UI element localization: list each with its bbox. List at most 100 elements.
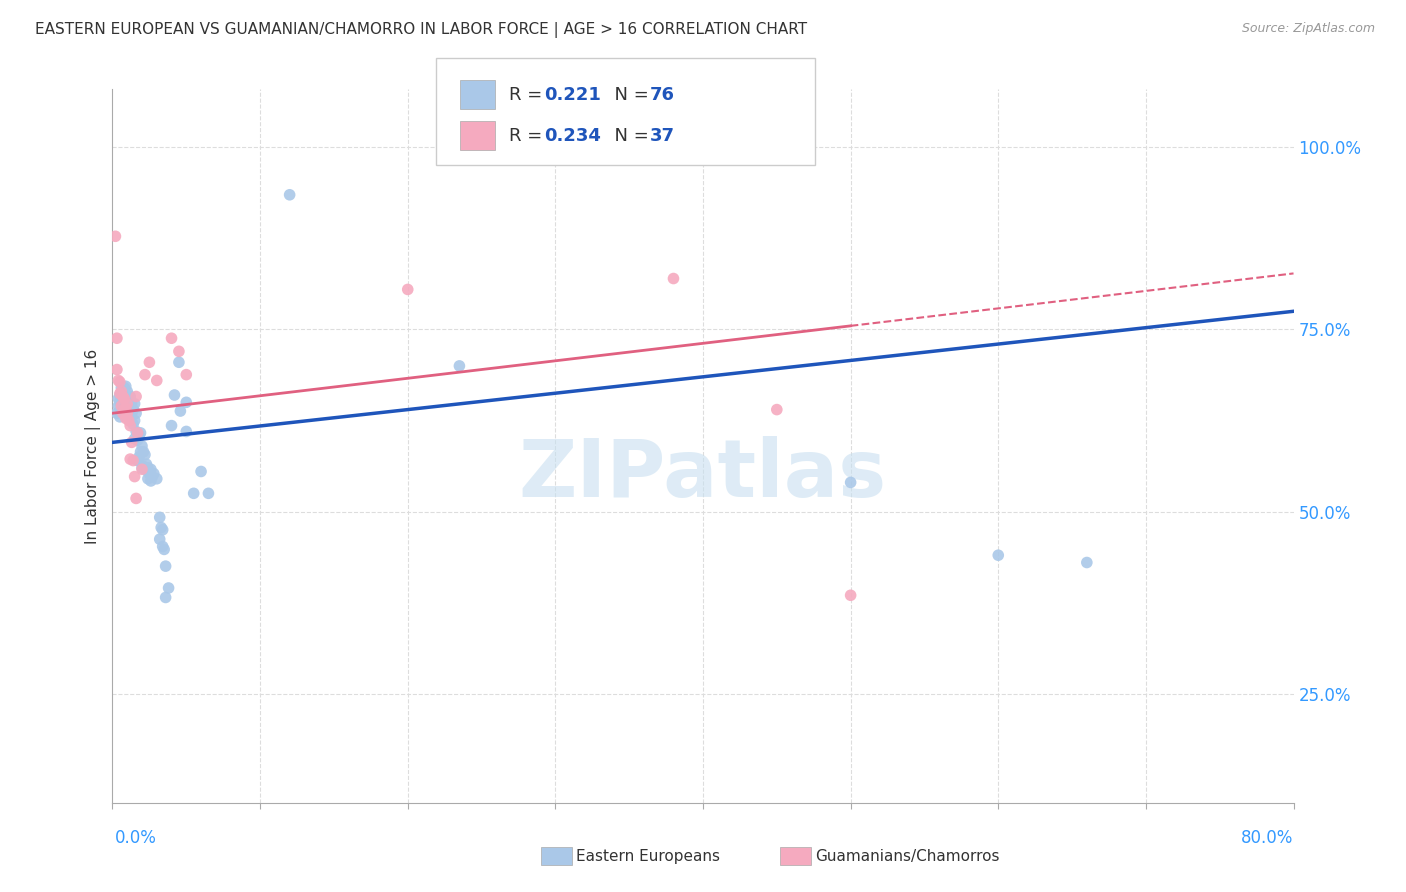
Point — [124, 413, 146, 427]
Point — [152, 523, 174, 537]
Point — [153, 542, 176, 557]
Text: R =: R = — [509, 86, 548, 103]
Point — [114, 379, 136, 393]
Text: Source: ZipAtlas.com: Source: ZipAtlas.com — [1241, 22, 1375, 36]
Point — [124, 397, 146, 411]
Text: R =: R = — [509, 127, 548, 145]
Text: ZIPatlas: ZIPatlas — [519, 435, 887, 514]
Text: 37: 37 — [650, 127, 675, 145]
Point — [110, 399, 132, 413]
Point — [114, 411, 136, 425]
Point — [118, 413, 141, 427]
Point — [122, 453, 145, 467]
Point — [152, 540, 174, 554]
Point — [987, 548, 1010, 562]
Text: Guamanians/Chamorros: Guamanians/Chamorros — [815, 849, 1000, 863]
Text: Eastern Europeans: Eastern Europeans — [576, 849, 720, 863]
Point — [118, 392, 141, 406]
Point — [124, 469, 146, 483]
Point — [112, 392, 135, 406]
Point — [125, 425, 148, 439]
Point — [108, 386, 131, 401]
Point — [121, 406, 143, 420]
Point — [110, 392, 132, 406]
Point — [110, 402, 132, 417]
Point — [138, 467, 160, 481]
Point — [107, 399, 129, 413]
Point — [108, 375, 131, 389]
Point — [128, 428, 150, 442]
Point — [160, 418, 183, 433]
Point — [167, 344, 190, 359]
Point — [108, 395, 131, 409]
Text: 0.221: 0.221 — [544, 86, 600, 103]
Text: 80.0%: 80.0% — [1241, 829, 1294, 847]
Point — [124, 432, 146, 446]
Point — [128, 450, 150, 464]
Point — [114, 388, 136, 402]
Point — [174, 368, 197, 382]
Text: N =: N = — [603, 127, 655, 145]
Point — [107, 374, 129, 388]
Point — [839, 475, 862, 490]
Point — [132, 459, 155, 474]
Point — [120, 452, 142, 467]
Point — [112, 381, 135, 395]
Point — [117, 393, 138, 408]
Point — [138, 355, 160, 369]
Point — [139, 474, 162, 488]
Point — [155, 559, 177, 574]
Point — [121, 435, 143, 450]
Point — [141, 469, 163, 483]
Text: EASTERN EUROPEAN VS GUAMANIAN/CHAMORRO IN LABOR FORCE | AGE > 16 CORRELATION CHA: EASTERN EUROPEAN VS GUAMANIAN/CHAMORRO I… — [35, 22, 807, 38]
Point — [174, 425, 197, 439]
Point — [105, 362, 128, 376]
Point — [197, 486, 219, 500]
Point — [160, 331, 183, 345]
Point — [117, 384, 138, 399]
Point — [122, 402, 145, 417]
Point — [131, 460, 153, 475]
Point — [114, 402, 136, 417]
Point — [136, 472, 159, 486]
Point — [117, 404, 138, 418]
Point — [121, 397, 143, 411]
Point — [120, 418, 142, 433]
Point — [114, 401, 136, 416]
Point — [149, 532, 172, 546]
Point — [149, 510, 172, 524]
Point — [117, 406, 138, 420]
Point — [134, 462, 156, 476]
Point — [108, 388, 131, 402]
Y-axis label: In Labor Force | Age > 16: In Labor Force | Age > 16 — [86, 349, 101, 543]
Point — [142, 467, 165, 481]
Point — [105, 331, 128, 345]
Point — [132, 445, 155, 459]
Point — [107, 392, 129, 406]
Point — [150, 520, 173, 534]
Point — [118, 402, 141, 417]
Point — [112, 392, 135, 406]
Point — [127, 433, 149, 447]
Text: 0.0%: 0.0% — [115, 829, 157, 847]
Point — [136, 460, 159, 475]
Point — [110, 384, 132, 399]
Point — [125, 389, 148, 403]
Text: 76: 76 — [650, 86, 675, 103]
Point — [163, 388, 186, 402]
Point — [117, 397, 138, 411]
Point — [174, 395, 197, 409]
Point — [105, 406, 128, 420]
Point — [112, 402, 135, 417]
Text: N =: N = — [603, 86, 655, 103]
Point — [125, 406, 148, 420]
Point — [122, 417, 145, 432]
Point — [120, 401, 142, 416]
Point — [125, 491, 148, 506]
Point — [135, 457, 157, 471]
Point — [111, 388, 134, 402]
Point — [129, 445, 152, 459]
Point — [1076, 556, 1098, 570]
Point — [108, 409, 131, 424]
Point — [155, 591, 177, 605]
